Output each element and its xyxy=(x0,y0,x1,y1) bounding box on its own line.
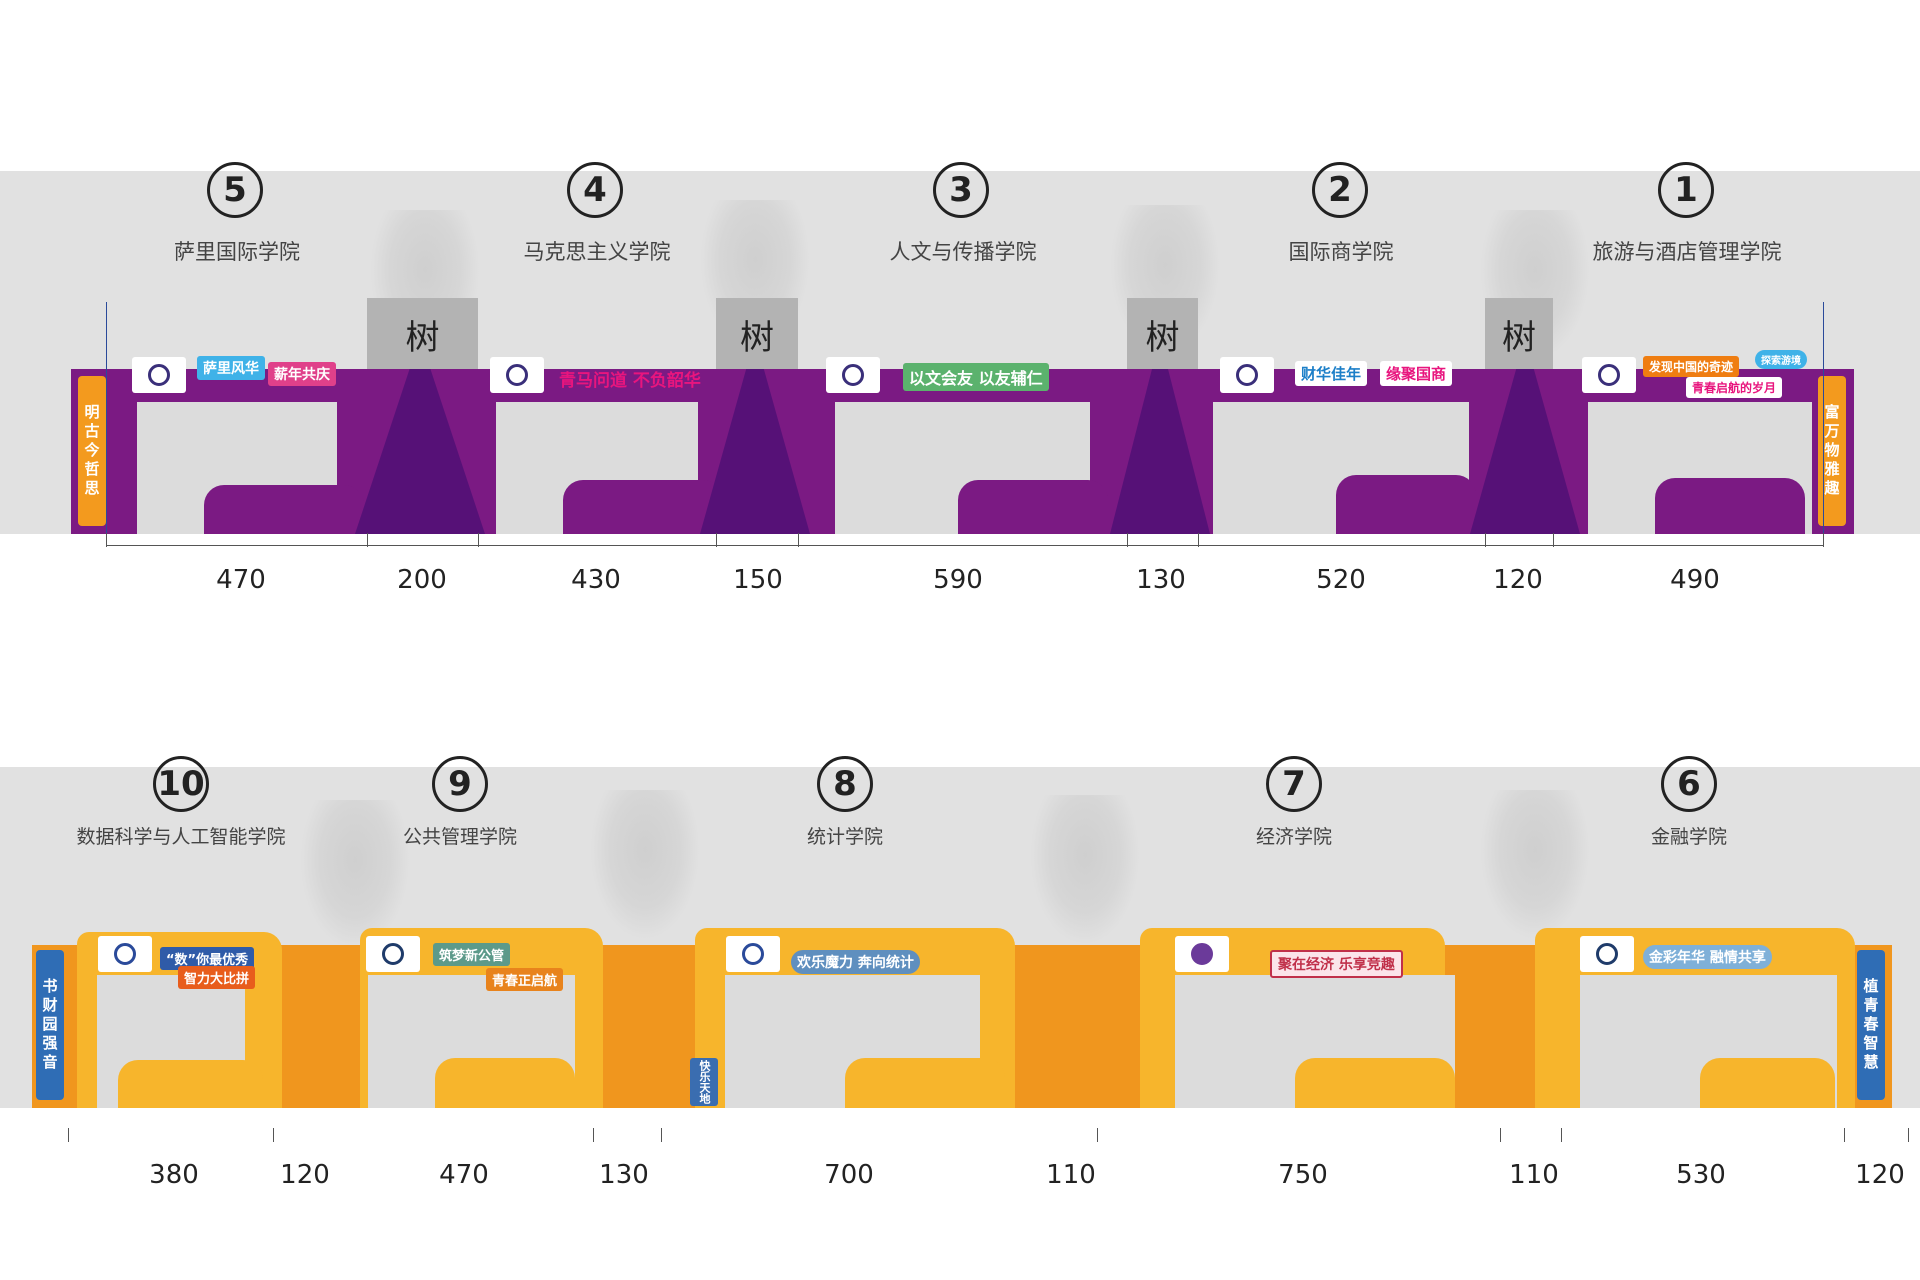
slogan: 青春正启航 xyxy=(486,968,564,991)
top-dimension-line xyxy=(106,545,1823,546)
dimension-label: 530 xyxy=(1676,1160,1726,1190)
dimension-label: 380 xyxy=(149,1160,199,1190)
side-banner-left: 书财园强音 xyxy=(36,950,64,1100)
college-logo xyxy=(98,936,152,972)
tree-marker: 树 xyxy=(367,298,478,370)
slogan: 聚在经济 乐享竞趣 xyxy=(1270,950,1403,978)
side-banner-right: 富万物雅趣 xyxy=(1818,376,1846,526)
college-name-1: 旅游与酒店管理学院 xyxy=(1592,240,1782,264)
college-logo xyxy=(726,936,780,972)
college-logo xyxy=(490,357,544,393)
tree-marker: 树 xyxy=(1127,298,1198,370)
side-banner-right: 植青春智慧 xyxy=(1857,950,1885,1100)
slogan: 智力大比拼 xyxy=(178,966,256,989)
slogan: 探索游境 xyxy=(1755,350,1807,369)
college-logo xyxy=(1580,936,1634,972)
college-number-8: 8 xyxy=(817,756,873,812)
slogan: “数”你最优秀 xyxy=(160,947,255,970)
slogan: 缘聚国商 xyxy=(1380,361,1453,386)
slogan: 萨里风华 xyxy=(197,356,265,380)
tree-marker: 树 xyxy=(1485,298,1553,370)
college-number-1: 1 xyxy=(1658,162,1714,218)
dimension-label: 750 xyxy=(1278,1160,1328,1190)
college-logo xyxy=(1582,357,1636,393)
college-logo xyxy=(132,357,186,393)
dimension-label: 150 xyxy=(733,565,783,595)
dimension-label: 520 xyxy=(1316,565,1366,595)
dimension-label: 590 xyxy=(933,565,983,595)
slogan: 发现中国的奇迹 xyxy=(1643,356,1740,377)
slogan: 薪年共庆 xyxy=(268,362,336,386)
dimension-label: 200 xyxy=(397,565,447,595)
college-number-5: 5 xyxy=(207,162,263,218)
college-number-4: 4 xyxy=(567,162,623,218)
college-number-10: 10 xyxy=(153,756,209,812)
college-name-3: 人文与传播学院 xyxy=(889,240,1037,264)
dimension-label: 110 xyxy=(1509,1160,1559,1190)
slogan: 快乐天地 xyxy=(690,1058,718,1106)
dimension-label: 120 xyxy=(280,1160,330,1190)
college-number-6: 6 xyxy=(1661,756,1717,812)
college-name-7: 经济学院 xyxy=(1255,826,1333,848)
college-number-3: 3 xyxy=(933,162,989,218)
dimension-label: 470 xyxy=(439,1160,489,1190)
college-name-2: 国际商学院 xyxy=(1288,240,1394,264)
college-logo xyxy=(1220,357,1274,393)
dimension-label: 430 xyxy=(571,565,621,595)
dimension-label: 120 xyxy=(1855,1160,1905,1190)
college-logo xyxy=(366,936,420,972)
slogan: 以文会友 以友辅仁 xyxy=(903,363,1049,391)
tree-marker: 树 xyxy=(716,298,798,370)
college-name-10: 数据科学与人工智能学院 xyxy=(76,826,286,848)
slogan: 青春启航的岁月 xyxy=(1686,377,1783,398)
college-logo xyxy=(826,357,880,393)
dimension-label: 700 xyxy=(824,1160,874,1190)
college-number-7: 7 xyxy=(1266,756,1322,812)
dimension-label: 130 xyxy=(599,1160,649,1190)
slogan: 青马问道 不负韶华 xyxy=(559,371,701,391)
dimension-label: 110 xyxy=(1046,1160,1096,1190)
college-name-6: 金融学院 xyxy=(1650,826,1728,848)
college-number-2: 2 xyxy=(1312,162,1368,218)
college-name-9: 公共管理学院 xyxy=(402,826,518,848)
dimension-label: 490 xyxy=(1670,565,1720,595)
college-name-5: 萨里国际学院 xyxy=(174,240,300,264)
dimension-label: 470 xyxy=(216,565,266,595)
slogan: 财华佳年 xyxy=(1295,361,1368,386)
college-name-8: 统计学院 xyxy=(806,826,884,848)
college-number-9: 9 xyxy=(432,756,488,812)
college-logo xyxy=(1175,936,1229,972)
slogan: 欢乐魔力 奔向统计 xyxy=(791,950,920,974)
dimension-label: 130 xyxy=(1136,565,1186,595)
slogan: 金彩年华 融情共享 xyxy=(1643,945,1772,969)
college-name-4: 马克思主义学院 xyxy=(523,240,671,264)
dimension-label: 120 xyxy=(1493,565,1543,595)
side-banner-left: 明古今哲思 xyxy=(78,376,106,526)
slogan: 筑梦新公管 xyxy=(433,943,511,966)
